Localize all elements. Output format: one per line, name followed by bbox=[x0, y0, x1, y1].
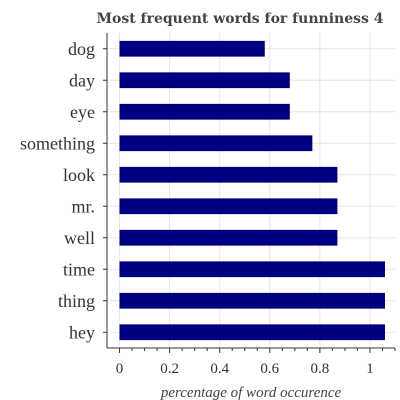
x-tick-label: 0.4 bbox=[210, 361, 229, 377]
x-axis-label: percentage of word occurence bbox=[160, 385, 342, 400]
category-label: look bbox=[63, 165, 95, 185]
bar-time bbox=[119, 261, 385, 278]
chart-title: Most frequent words for funniness 4 bbox=[96, 11, 383, 27]
x-tick-label: 0.8 bbox=[310, 361, 329, 377]
category-label: well bbox=[64, 228, 95, 248]
bar-eye bbox=[119, 103, 290, 120]
category-label: time bbox=[63, 259, 95, 279]
category-label: mr. bbox=[71, 196, 95, 216]
bar-look bbox=[119, 166, 338, 183]
bar-dog bbox=[119, 40, 265, 57]
x-tick-label: 0 bbox=[116, 361, 124, 377]
bar-well bbox=[119, 229, 338, 246]
x-tick-label: 1 bbox=[366, 361, 374, 377]
x-tick-label: 0.6 bbox=[260, 361, 279, 377]
bar-day bbox=[119, 72, 290, 89]
bar-mr bbox=[119, 198, 338, 215]
category-label: thing bbox=[58, 291, 95, 311]
axis-layer: dog day eye something look mr. well time thing he… bbox=[20, 33, 396, 377]
category-label: eye bbox=[70, 102, 95, 122]
category-label: something bbox=[20, 133, 95, 153]
bar-hey bbox=[119, 324, 385, 341]
x-tick-label: 0.2 bbox=[160, 361, 179, 377]
bar-something bbox=[119, 135, 313, 152]
bars-layer bbox=[119, 40, 385, 341]
category-label: day bbox=[69, 70, 95, 90]
category-label: hey bbox=[69, 322, 95, 342]
category-label: dog bbox=[68, 39, 95, 59]
bar-thing bbox=[119, 292, 385, 309]
